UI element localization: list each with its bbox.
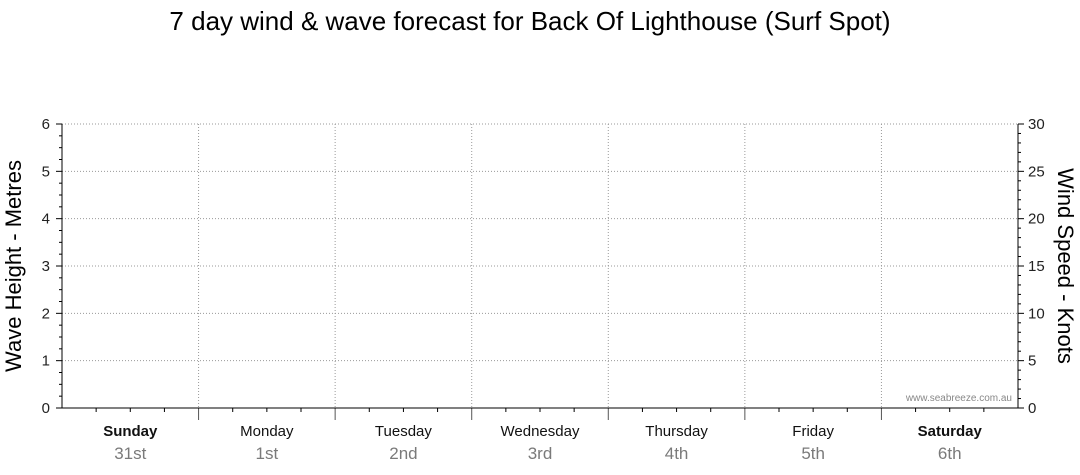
date-label: 3rd (528, 444, 553, 463)
y-tick-label: 3 (42, 258, 50, 275)
y2-tick-label: 25 (1028, 163, 1045, 180)
day-label: Monday (240, 423, 294, 440)
date-label: 4th (665, 444, 689, 463)
day-label: Saturday (918, 423, 983, 440)
grid-lines (62, 123, 1018, 408)
y-tick-label: 6 (42, 116, 50, 133)
y2-tick-label: 30 (1028, 116, 1045, 133)
y-tick-label: 5 (42, 163, 50, 180)
y-tick-label: 1 (42, 353, 50, 370)
day-label: Tuesday (375, 423, 432, 440)
y2-tick-label: 10 (1028, 305, 1045, 322)
y2-tick-label: 5 (1028, 353, 1036, 370)
chart-title: 7 day wind & wave forecast for Back Of L… (169, 6, 890, 36)
day-label: Friday (792, 423, 834, 440)
tick-labels: 0 1 2 3 4 5 6 0 5 10 15 20 25 30 Sunday 31st Monday 1st Tu… (42, 116, 1045, 463)
y-axis-left-title: Wave Height - Metres (1, 160, 26, 372)
date-label: 2nd (389, 444, 417, 463)
y2-tick-label: 0 (1028, 400, 1036, 417)
axes (56, 123, 1024, 420)
y-tick-label: 2 (42, 305, 50, 322)
day-label: Wednesday (501, 423, 580, 440)
watermark: www.seabreeze.com.au (905, 393, 1012, 404)
date-label: 31st (114, 444, 146, 463)
y-axis-right-title: Wind Speed - Knots (1053, 168, 1078, 364)
y-tick-label: 0 (42, 400, 50, 417)
y2-tick-label: 15 (1028, 258, 1045, 275)
y2-tick-label: 20 (1028, 211, 1045, 228)
day-label: Thursday (645, 423, 708, 440)
y-tick-label: 4 (42, 211, 50, 228)
date-label: 5th (801, 444, 825, 463)
day-label: Sunday (103, 423, 158, 440)
date-label: 6th (938, 444, 962, 463)
date-label: 1st (256, 444, 279, 463)
